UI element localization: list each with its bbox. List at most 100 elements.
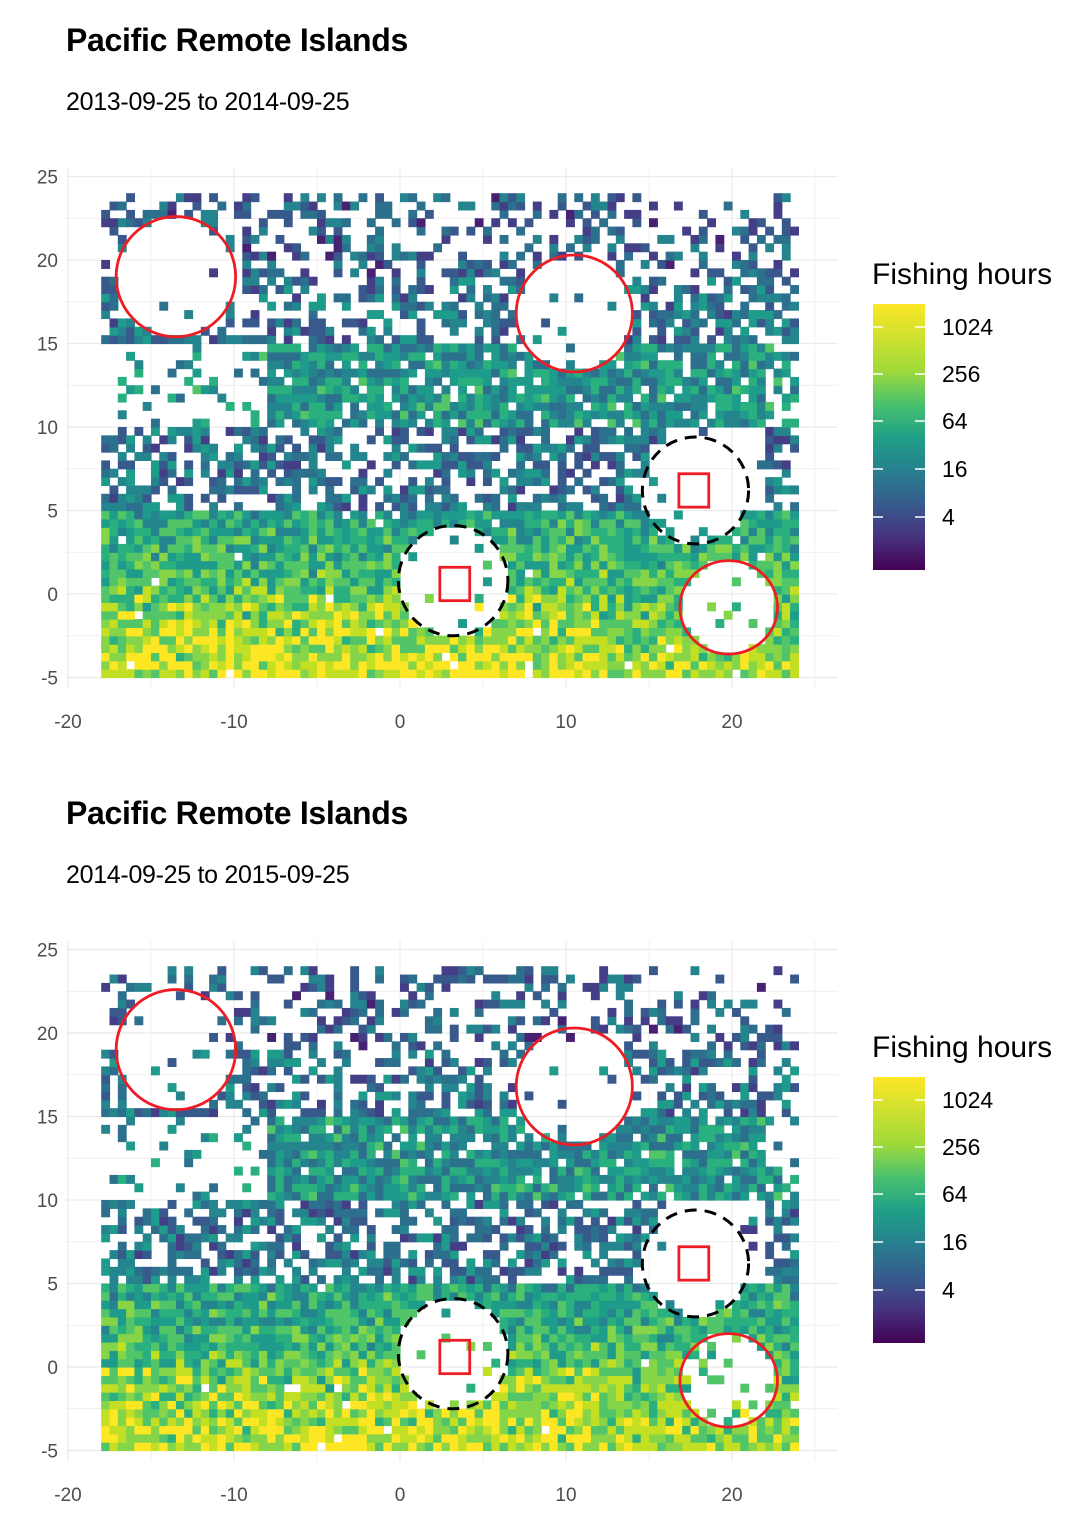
heatmap-cell <box>110 644 119 653</box>
heatmap-cell <box>749 377 758 386</box>
heatmap-cell <box>201 1192 210 1201</box>
heatmap-cell <box>566 544 575 553</box>
heatmap-cell <box>176 577 185 586</box>
heatmap-cell <box>143 1342 152 1351</box>
heatmap-cell <box>101 636 110 645</box>
heatmap-cell <box>790 268 799 277</box>
heatmap-cell <box>466 644 475 653</box>
heatmap-cell <box>483 519 492 528</box>
heatmap-cell <box>359 1125 368 1134</box>
heatmap-cell <box>325 519 334 528</box>
heatmap-cell <box>267 611 276 620</box>
heatmap-cell <box>284 577 293 586</box>
heatmap-cell <box>159 1225 168 1234</box>
heatmap-cell <box>209 1417 218 1426</box>
heatmap-cell <box>309 377 318 386</box>
heatmap-cell <box>516 1442 525 1451</box>
heatmap-cell <box>525 402 534 411</box>
heatmap-cell <box>491 335 500 344</box>
heatmap-cell <box>325 1292 334 1301</box>
heatmap-cell <box>375 611 384 620</box>
heatmap-cell <box>267 527 276 536</box>
heatmap-cell <box>193 419 202 428</box>
heatmap-cell <box>234 569 243 578</box>
heatmap-cell <box>483 1066 492 1075</box>
heatmap-cell <box>334 377 343 386</box>
heatmap-cell <box>400 1075 409 1084</box>
heatmap-cell <box>101 602 110 611</box>
heatmap-cell <box>466 1442 475 1451</box>
heatmap-cell <box>251 1434 260 1443</box>
heatmap-cell <box>201 577 210 586</box>
heatmap-cell <box>508 1016 517 1025</box>
heatmap-cell <box>442 419 451 428</box>
heatmap-cell <box>284 552 293 561</box>
heatmap-cell <box>433 1175 442 1184</box>
heatmap-cell <box>732 410 741 419</box>
heatmap-cell <box>425 636 434 645</box>
heatmap-cell <box>525 1417 534 1426</box>
heatmap-cell <box>433 661 442 670</box>
heatmap-cell <box>757 344 766 353</box>
heatmap-cell <box>317 1150 326 1159</box>
heatmap-cell <box>168 1267 177 1276</box>
heatmap-cell <box>749 544 758 553</box>
heatmap-cell <box>408 1167 417 1176</box>
heatmap-cell <box>616 469 625 478</box>
heatmap-cell <box>408 1183 417 1192</box>
heatmap-cell <box>500 1434 509 1443</box>
heatmap-cell <box>325 975 334 984</box>
heatmap-cell <box>317 302 326 311</box>
heatmap-cell <box>267 252 276 261</box>
heatmap-cell <box>657 318 666 327</box>
heatmap-cell <box>242 1409 251 1418</box>
heatmap-cell <box>176 619 185 628</box>
heatmap-cell <box>126 1250 135 1259</box>
heatmap-cell <box>234 1350 243 1359</box>
heatmap-cell <box>359 494 368 503</box>
heatmap-cell <box>101 435 110 444</box>
heatmap-cell <box>392 427 401 436</box>
heatmap-cell <box>666 544 675 553</box>
heatmap-cell <box>483 1434 492 1443</box>
heatmap-cell <box>342 1284 351 1293</box>
heatmap-cell <box>475 1150 484 1159</box>
heatmap-cell <box>317 1217 326 1226</box>
heatmap-cell <box>442 1425 451 1434</box>
heatmap-cell <box>657 360 666 369</box>
heatmap-cell <box>101 210 110 219</box>
heatmap-cell <box>649 394 658 403</box>
heatmap-cell <box>641 602 650 611</box>
heatmap-cell <box>632 327 641 336</box>
heatmap-cell <box>234 1167 243 1176</box>
heatmap-cell <box>292 1242 301 1251</box>
heatmap-cell <box>126 1334 135 1343</box>
heatmap-cell <box>442 494 451 503</box>
heatmap-cell <box>350 1342 359 1351</box>
heatmap-cell <box>201 1309 210 1318</box>
heatmap-cell <box>126 519 135 528</box>
heatmap-cell <box>300 277 309 286</box>
heatmap-cell <box>525 1200 534 1209</box>
heatmap-cell <box>159 652 168 661</box>
heatmap-cell <box>383 352 392 361</box>
heatmap-cell <box>300 1150 309 1159</box>
heatmap-cell <box>292 1342 301 1351</box>
heatmap-cell <box>566 485 575 494</box>
heatmap-cell <box>525 983 534 992</box>
heatmap-cell <box>359 1208 368 1217</box>
heatmap-cell <box>367 1150 376 1159</box>
heatmap-cell <box>500 527 509 536</box>
heatmap-cell <box>774 661 783 670</box>
heatmap-cell <box>176 1409 185 1418</box>
heatmap-cell <box>118 1325 127 1334</box>
heatmap-cell <box>508 1375 517 1384</box>
heatmap-cell <box>334 1175 343 1184</box>
heatmap-cell <box>408 369 417 378</box>
heatmap-cell <box>259 669 268 678</box>
heatmap-cell <box>259 1425 268 1434</box>
heatmap-cell <box>475 352 484 361</box>
heatmap-cell <box>267 627 276 636</box>
heatmap-cell <box>234 1008 243 1017</box>
heatmap-cell <box>342 1309 351 1318</box>
